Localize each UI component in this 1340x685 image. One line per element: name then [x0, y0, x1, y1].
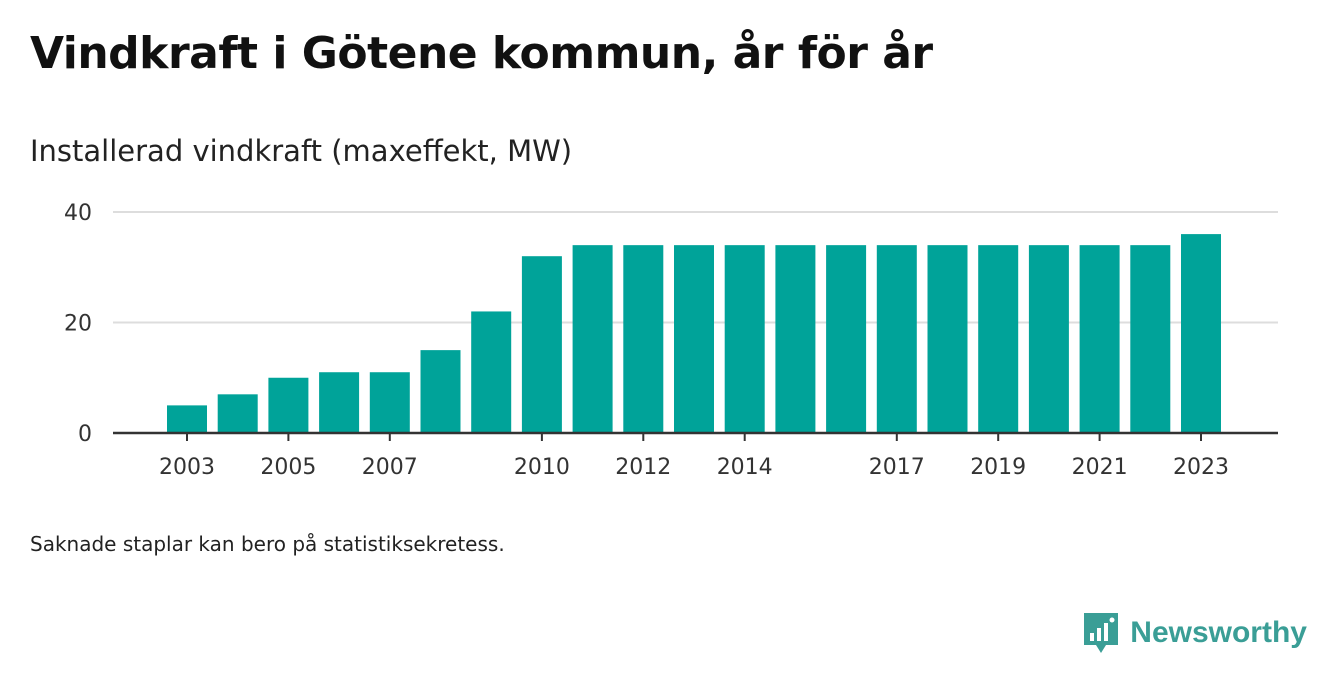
y-tick-label: 40 [64, 201, 92, 226]
x-tick-label: 2019 [970, 455, 1026, 480]
bar [471, 311, 512, 433]
x-tick-label: 2003 [159, 455, 215, 480]
bar [876, 245, 917, 433]
x-tick-label: 2010 [514, 455, 570, 480]
bar [319, 372, 360, 433]
bar [1028, 245, 1069, 433]
footnote: Saknade staplar kan bero på statistiksek… [30, 532, 505, 556]
bar [927, 245, 968, 433]
bar [1130, 245, 1171, 433]
bar [978, 245, 1019, 433]
bar [724, 245, 765, 433]
bar [826, 245, 867, 433]
bar [167, 405, 207, 433]
bar [572, 245, 613, 433]
chart-title: Vindkraft i Götene kommun, år för år [30, 28, 933, 79]
x-tick-label: 2017 [869, 455, 925, 480]
newsworthy-logo: Newsworthy [1082, 611, 1307, 655]
bar [268, 377, 309, 433]
x-tick-label: 2012 [615, 455, 671, 480]
bar [369, 372, 410, 433]
brand-name: Newsworthy [1130, 616, 1307, 649]
bar [521, 256, 562, 433]
x-tick-label: 2021 [1072, 455, 1128, 480]
x-tick-label: 2023 [1173, 455, 1229, 480]
bar [674, 245, 714, 433]
bar [420, 350, 461, 433]
bar-chart: 0 20 40 2003 2005 2007 2010 2012 2014 2017 2019 202… [64, 201, 1278, 480]
y-tick-label: 0 [78, 422, 92, 447]
x-tick-label: 2007 [362, 455, 418, 480]
x-tick-label: 2014 [717, 455, 773, 480]
bar [775, 245, 816, 433]
chart-subtitle: Installerad vindkraft (maxeffekt, MW) [30, 134, 573, 168]
x-tick-label: 2005 [260, 455, 316, 480]
bar [1079, 245, 1120, 433]
bar [1181, 234, 1221, 433]
bar [623, 245, 664, 433]
newsworthy-logo-icon [1084, 613, 1119, 653]
bar [217, 394, 258, 433]
y-tick-label: 20 [64, 312, 92, 337]
